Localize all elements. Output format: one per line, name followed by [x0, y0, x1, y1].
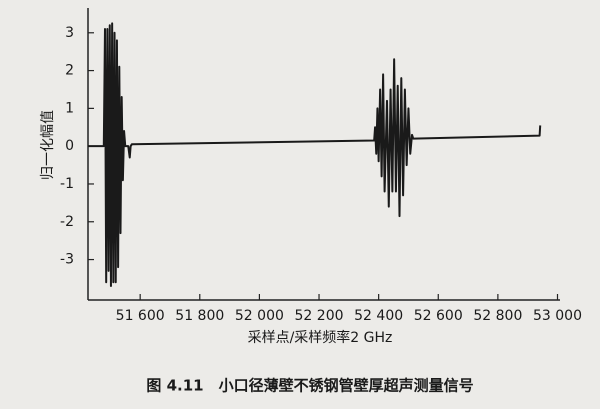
- x-tick-label: 52 600: [414, 308, 463, 324]
- y-tick-label: -2: [60, 214, 74, 230]
- x-tick-label: 51 600: [116, 308, 165, 324]
- y-tick-label: -1: [60, 176, 74, 192]
- x-tick-label: 53 000: [533, 308, 582, 324]
- x-tick-label: 52 800: [473, 308, 522, 324]
- x-tick-label: 51 800: [175, 308, 224, 324]
- y-axis-label: 归一化幅值: [39, 110, 56, 180]
- signal-line: [88, 22, 542, 288]
- x-tick-label: 52 000: [235, 308, 284, 324]
- x-tick-label: 52 400: [354, 308, 403, 324]
- y-tick-label: 1: [65, 100, 74, 116]
- caption: 图 4.11 小口径薄壁不锈钢管壁厚超声测量信号: [146, 377, 473, 395]
- y-tick-label: -3: [60, 252, 74, 268]
- x-tick-label: 52 200: [295, 308, 344, 324]
- y-tick-label: 3: [65, 25, 74, 41]
- x-axis-label: 采样点/采样频率2 GHz: [248, 329, 393, 346]
- y-tick-label: 0: [65, 138, 74, 154]
- y-tick-label: 2: [65, 63, 74, 79]
